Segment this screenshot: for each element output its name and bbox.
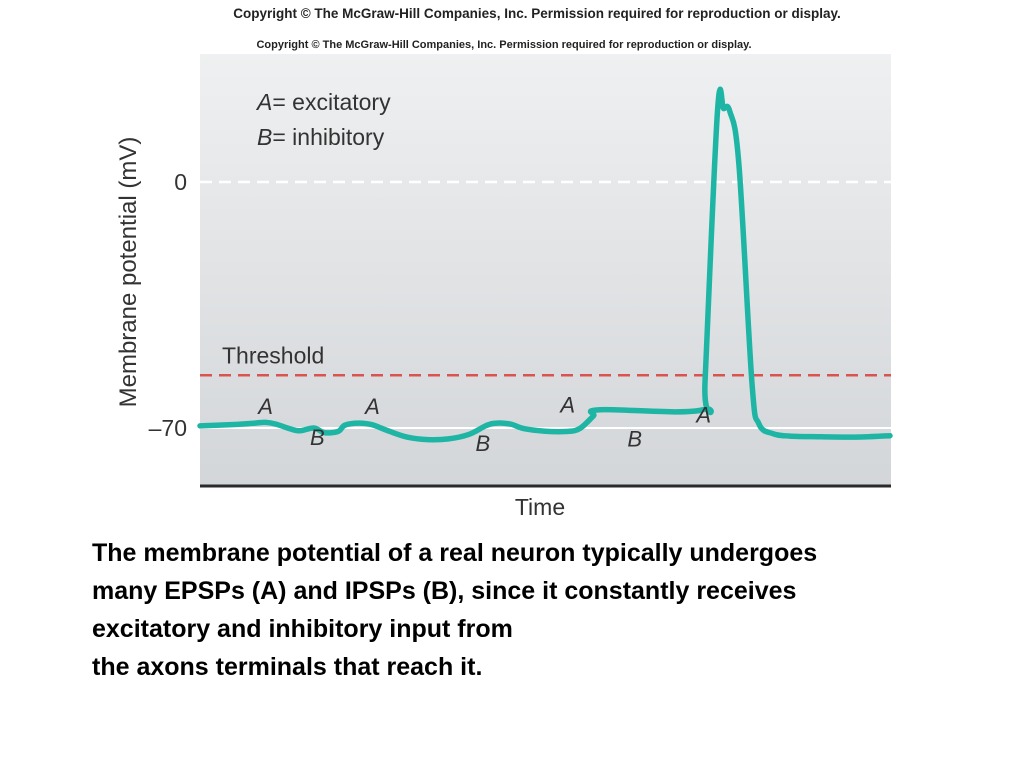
legend-text: = excitatory [272, 89, 391, 115]
epsp-label: A [256, 394, 273, 419]
ipsp-label: B [476, 431, 491, 456]
figure-caption: The membrane potential of a real neuron … [92, 534, 1017, 686]
y-axis-label: Membrane potential (mV) [115, 137, 142, 408]
membrane-potential-trace [197, 86, 893, 443]
plot-background [200, 54, 891, 486]
legend-letter: A [255, 89, 272, 115]
epsp-label: A [694, 402, 711, 427]
threshold-label: Threshold [222, 342, 324, 368]
caption-line: many EPSPs (A) and IPSPs (B), since it c… [92, 577, 797, 605]
legend-entry: A= excitatory [255, 89, 391, 115]
x-axis-label: Time [515, 494, 565, 520]
ipsp-label: B [627, 426, 642, 451]
y-tick-label: –70 [149, 415, 187, 441]
epsp-label: A [363, 394, 380, 419]
copyright-notice-top: Copyright © The McGraw-Hill Companies, I… [233, 6, 841, 21]
copyright-notice-figure: Copyright © The McGraw-Hill Companies, I… [256, 39, 752, 51]
caption-line: The membrane potential of a real neuron … [92, 539, 818, 567]
y-tick-label: 0 [174, 169, 187, 195]
caption-line: the axons terminals that reach it. [92, 653, 483, 681]
ipsp-label: B [310, 425, 325, 450]
legend-entry: B= inhibitory [257, 124, 385, 150]
legend-text: = inhibitory [272, 124, 384, 150]
legend-letter: B [257, 124, 272, 150]
caption-line: excitatory and inhibitory input from [92, 615, 513, 643]
epsp-label: A [558, 393, 575, 418]
